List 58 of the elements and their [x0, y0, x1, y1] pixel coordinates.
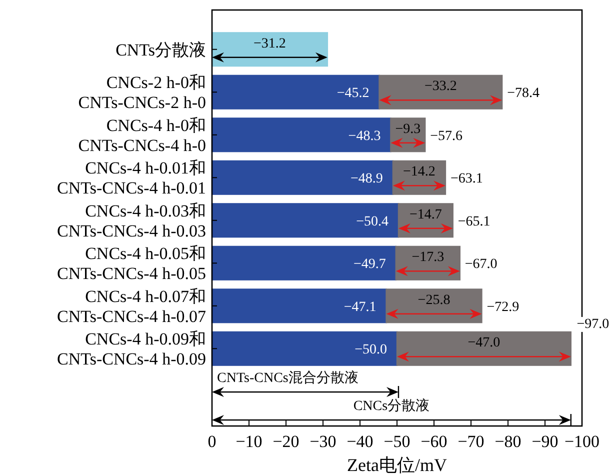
data-label: −25.8: [418, 292, 450, 308]
x-tick-label: −30: [310, 432, 336, 451]
data-label: −14.7: [409, 207, 442, 222]
data-label: −50.4: [356, 214, 388, 230]
total-label: −63.1: [450, 172, 483, 187]
bar: [396, 331, 572, 366]
data-label: −33.2: [424, 79, 457, 94]
total-label: −72.9: [486, 300, 520, 315]
total-label: −65.1: [458, 214, 490, 230]
x-tick-label: −100: [564, 432, 600, 451]
total-label: −78.4: [507, 86, 540, 102]
x-tick-label: −80: [494, 432, 522, 451]
y-tick-label: CNTs分散液: [116, 40, 206, 60]
bar: [398, 203, 454, 238]
total-label: −67.0: [464, 257, 498, 272]
x-tick-label: −60: [420, 432, 448, 451]
y-tick-label: CNCs-4 h-0.03和 CNTs-CNCs-4 h-0.03: [57, 201, 206, 240]
text: CNTs-CNCs混合分散液: [217, 370, 358, 386]
bar: [211, 160, 394, 195]
bar: [211, 118, 392, 152]
y-tick-label: CNCs-2 h-0和 CNTs-CNCs-2 h-0: [78, 73, 206, 112]
bar: [211, 288, 387, 324]
x-tick-label: 0: [208, 432, 216, 451]
data-label: −31.2: [254, 36, 286, 52]
bar: [392, 160, 446, 195]
x-tick-label: −50: [384, 432, 410, 451]
bar: [378, 74, 503, 110]
bar: [395, 246, 460, 280]
total-label: −57.6: [430, 128, 463, 144]
bar: [211, 74, 380, 110]
bar: [386, 288, 482, 324]
data-label: −17.3: [412, 250, 444, 266]
data-label: −14.2: [402, 164, 436, 180]
x-axis-title: Zeta电位/mV: [347, 455, 447, 475]
y-tick-label: CNCs-4 h-0.09和 CNTs-CNCs-4 h-0.09: [57, 330, 206, 369]
data-label: −48.9: [350, 172, 383, 187]
bar: [211, 203, 400, 238]
data-label: −48.3: [348, 128, 381, 144]
y-tick-label: CNCs-4 h-0.07和 CNTs-CNCs-4 h-0.07: [57, 286, 206, 326]
bar: [211, 331, 398, 366]
bar: [211, 246, 396, 280]
y-tick-label: CNCs-4 h-0.05和 CNTs-CNCs-4 h-0.05: [57, 244, 206, 284]
x-tick-label: −40: [346, 432, 374, 451]
x-tick-label: −70: [458, 432, 484, 451]
data-label: −45.2: [336, 86, 370, 102]
x-tick-label: −10: [236, 432, 262, 451]
bar: [211, 32, 328, 67]
x-tick-label: −90: [532, 432, 558, 451]
total-label: −97.0: [576, 316, 610, 332]
data-label: −9.3: [395, 122, 421, 137]
y-tick-label: CNCs-4 h-0.01和 CNTs-CNCs-4 h-0.01: [57, 158, 206, 198]
y-tick-label: CNCs-4 h-0和 CNTs-CNCs-4 h-0: [78, 116, 206, 155]
x-tick-label: −20: [272, 432, 300, 451]
data-label: −47.1: [344, 300, 376, 315]
data-label: −49.7: [353, 257, 386, 272]
text: CNCs分散液: [353, 398, 430, 414]
data-label: −50.0: [354, 342, 387, 358]
data-label: −47.0: [468, 336, 500, 351]
